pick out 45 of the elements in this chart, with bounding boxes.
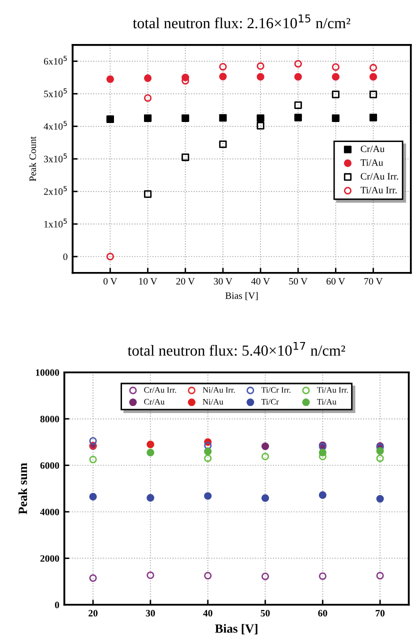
y-tick-label: 0 [63,253,68,260]
y-axis-title: Peak Count [29,136,36,182]
x-tick-label: 40 V [251,278,270,285]
x-tick-label: 50 V [289,278,308,285]
legend-label: Ti/Au [316,398,336,405]
chart-title: total neutron flux: 2.16×10$^{15}$ n/cm² [132,14,350,28]
y-tick-label: 10000 [36,369,60,376]
y-tick-label: 3x10$^{5}$ [44,154,67,162]
y-tick-label: 4000 [40,508,60,516]
y-tick-label: 0 [54,602,60,608]
legend-label: Ti/Cr Irr. [261,387,290,393]
y-tick-label: 1x10$^{5}$ [44,218,67,228]
y-tick-label: 8000 [40,416,60,422]
x-tick-label: 20 [88,610,98,616]
x-axis-title: Bias [V] [215,624,258,634]
y-tick-label: 4x10$^{5}$ [44,120,67,130]
y-tick-label: 2000 [40,555,60,562]
legend-label: Ti/Au Irr. [316,387,348,393]
y-tick-label: 5x10$^{5}$ [44,88,67,98]
legend-label: Cr/Au [360,146,385,152]
y-axis-title: Peak sum [18,462,28,514]
legend-label: Ti/Cr [261,398,279,405]
x-tick-label: 50 [260,610,270,616]
x-tick-label: 70 [376,610,385,616]
y-tick-label: 6x10$^{5}$ [44,56,67,65]
legend-label: Ti/Au Irr. [360,186,397,194]
x-tick-label: 60 V [326,278,346,285]
y-tick-label: 2x10$^{5}$ [44,186,67,195]
x-tick-label: 60 [318,610,328,616]
x-tick-label: 0 V [104,278,118,285]
x-tick-label: 10 V [139,278,158,285]
legend-label: Cr/Au Irr. [144,387,176,393]
x-tick-label: 70 V [364,278,383,285]
legend-label: Ni/Au Irr. [202,387,235,393]
chart-title: total neutron flux: 5.40×10$^{17}$ n/cm² [128,342,346,356]
x-axis-title: Bias [V] [225,292,258,300]
x-tick-label: 20 V [176,278,195,285]
x-tick-label: 30 V [214,278,232,285]
y-tick-label: 6000 [40,462,60,469]
x-tick-label: 40 [203,610,212,616]
legend-label: Ti/Au [360,159,384,166]
legend-label: Cr/Au [144,398,164,405]
x-tick-label: 30 [146,610,155,616]
legend-label: Ni/Au [202,398,224,405]
legend-label: Cr/Au Irr. [360,173,398,180]
